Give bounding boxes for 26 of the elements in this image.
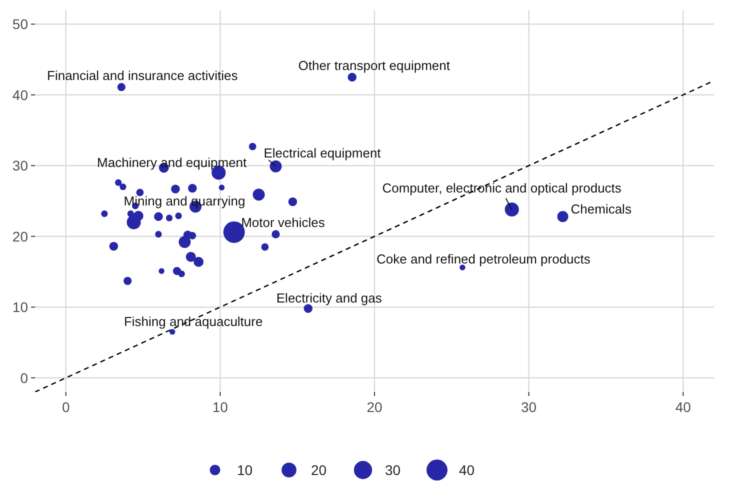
y-tick-label: 50 xyxy=(12,16,28,32)
legend-label: 30 xyxy=(385,462,401,478)
x-tick-label: 0 xyxy=(62,399,70,415)
x-tick-label: 20 xyxy=(366,399,382,415)
y-tick-label: 20 xyxy=(12,228,28,244)
y-tick-label: 30 xyxy=(12,158,28,174)
annotation: Fishing and aquaculture xyxy=(124,314,263,329)
annotation: Computer, electronic and optical products xyxy=(382,180,622,196)
annotation: Electricity and gas xyxy=(276,290,382,306)
legend-label: 20 xyxy=(311,462,327,478)
annotation: Mining and quarrying xyxy=(124,194,246,209)
y-tick-label: 0 xyxy=(20,370,28,386)
annotation: Motor vehicles xyxy=(241,215,326,230)
y-tick-label: 10 xyxy=(12,299,28,316)
annotation: Chemicals xyxy=(570,202,632,217)
annotation: Coke and refined petroleum products xyxy=(376,251,591,266)
x-tick-label: 30 xyxy=(521,399,537,415)
legend-label: 10 xyxy=(237,462,253,478)
y-tick-label: 40 xyxy=(12,86,28,103)
legend-label: 40 xyxy=(459,462,475,478)
x-tick-label: 40 xyxy=(675,399,692,415)
annotation: Other transport equipment xyxy=(298,58,450,74)
annotation: Machinery and equipment xyxy=(97,154,248,170)
annotation: Electrical equipment xyxy=(264,145,382,160)
x-tick-label: 10 xyxy=(212,399,228,415)
annotation: Financial and insurance activities xyxy=(47,68,238,84)
